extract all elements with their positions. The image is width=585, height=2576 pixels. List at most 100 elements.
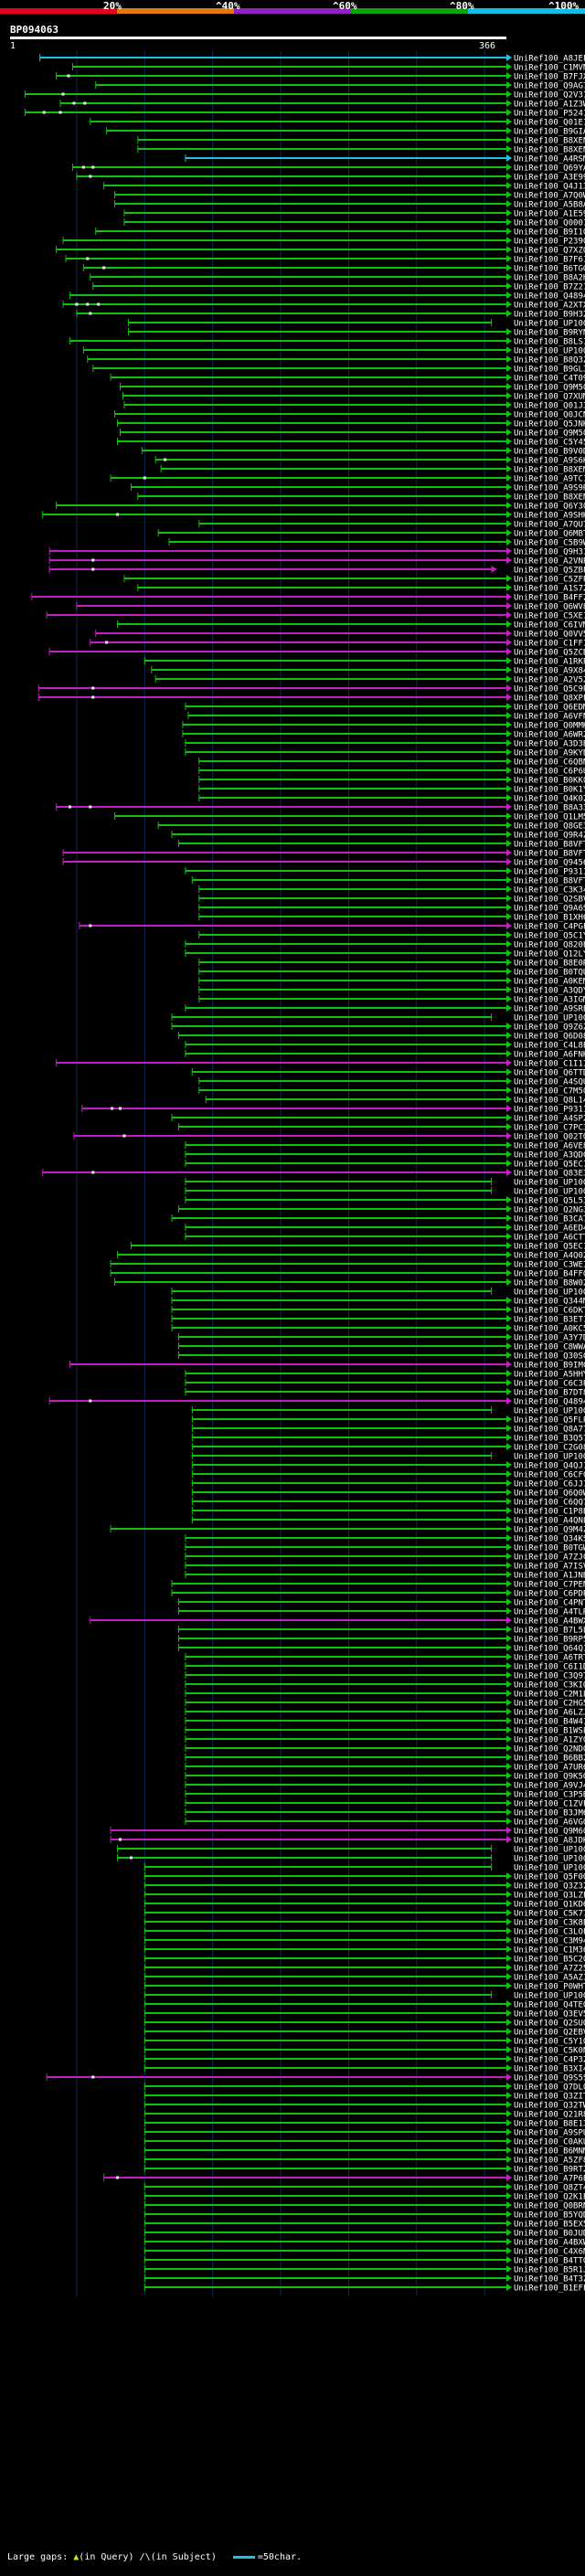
hit-label: UniRef100_C6IVM9 [514, 621, 585, 631]
hit-label: UniRef100_Q9A6S3 [514, 905, 585, 914]
hit-end-arrow [506, 2238, 512, 2245]
hit-label: UniRef100_B9RP59 [514, 1636, 585, 1645]
hit-label: UniRef100_Q9M604 [514, 1828, 585, 1837]
hit-end-arrow [506, 575, 512, 582]
hit-end-arrow [506, 977, 512, 984]
hit-label: UniRef100_Q2K1E3 [514, 2193, 585, 2202]
hit-label: UniRef100_Q5FLP3 [514, 1416, 585, 1426]
hit-end-arrow [506, 538, 512, 546]
hit-end-arrow [506, 1836, 512, 1843]
hit-gap-marker [91, 686, 95, 690]
hit-end-arrow [506, 2165, 512, 2172]
hit-label: UniRef100_Q2SU08 [514, 2019, 585, 2029]
hit-label: UniRef100_Q6WV8 [514, 603, 585, 612]
hit-label: UniRef100_A4BWX9 [514, 1617, 585, 1627]
hit-label: UniRef100_UP1000.. [514, 1855, 585, 1864]
hit-label: UniRef100_C3Q978 [514, 1672, 585, 1681]
hit-label: UniRef100_B8XEN9 [514, 146, 585, 155]
hit-end-arrow [506, 1562, 512, 1569]
hit-end-arrow [506, 1415, 512, 1423]
hit-label: UniRef100_B8XEM7 [514, 466, 585, 475]
hit-end-arrow [506, 127, 512, 134]
hit-label: UniRef100_A9SRE3 [514, 1005, 585, 1014]
hit-label: UniRef100_C6JJ1N [514, 1480, 585, 1489]
hit-label: UniRef100_UP1000.. [514, 320, 585, 329]
hit-end-arrow [506, 1607, 512, 1615]
hit-end-arrow [506, 620, 512, 628]
hit-label: UniRef100_A6ED46 [514, 1224, 585, 1234]
hit-end-arrow [506, 465, 512, 472]
hit-label: UniRef100_B1XH67 [514, 914, 585, 923]
identity-color-scale: 20% ^40% ^60% ^80% ^100% [0, 0, 585, 20]
hit-end-arrow [506, 1352, 512, 1359]
hit-end-arrow [506, 456, 512, 463]
hit-end-arrow [506, 374, 512, 381]
hit-label: UniRef100_B8A2H0 [514, 274, 585, 283]
hit-label: UniRef100_Q9M508 [514, 384, 585, 393]
hit-label: UniRef100_A1E596 [514, 210, 585, 219]
legend-subject-gap-icon: /\ [139, 2552, 151, 2562]
hit-end-arrow [506, 1973, 512, 1980]
hit-label: UniRef100_B8XEN2 [514, 493, 585, 503]
hit-label: UniRef100_UP1000.. [514, 1864, 585, 1873]
hit-end-arrow [506, 1827, 512, 1834]
hit-label: UniRef100_B0K1Y9 [514, 786, 585, 795]
hit-label: UniRef100_A9S6K4 [514, 457, 585, 466]
hit-label: UniRef100_A3IGM2 [514, 996, 585, 1005]
hit-label: UniRef100_A6TRT6 [514, 1654, 585, 1663]
hit-end-arrow [491, 566, 497, 573]
hit-label: UniRef100_A6CTT4 [514, 1234, 585, 1243]
hit-label: UniRef100_Q1LM53 [514, 813, 585, 822]
hit-label: UniRef100_B3JM69 [514, 1809, 585, 1818]
hit-label: UniRef100_B7Z210 [514, 283, 585, 292]
hit-label: UniRef100_Q9K5G6 [514, 1773, 585, 1782]
hit-gap-marker [42, 111, 46, 114]
hit-end-arrow [506, 1799, 512, 1807]
hit-end-arrow [506, 1690, 512, 1697]
hit-label: UniRef100_A7Q0W4 [514, 192, 585, 201]
hit-end-arrow [506, 2092, 512, 2099]
hit-gap-marker [89, 312, 92, 315]
scale-segment-60 [234, 8, 351, 14]
hit-label: UniRef100_C6QBN8 [514, 758, 585, 768]
query-id-label: BP094063 [10, 24, 58, 36]
hit-end-arrow [506, 1306, 512, 1313]
hit-label: UniRef100_B8A330 [514, 804, 585, 813]
hit-end-arrow [506, 1516, 512, 1523]
hit-end-arrow [506, 429, 512, 436]
hit-label: UniRef100_UP1000.. [514, 1014, 585, 1023]
hit-end-arrow [506, 959, 512, 966]
hit-label: UniRef100_Q21R86 [514, 2111, 585, 2120]
hit-label: UniRef100_C2G080 [514, 1444, 585, 1453]
hit-label: UniRef100_A2V521 [514, 676, 585, 685]
hit-label: UniRef100_B6TGG7 [514, 265, 585, 274]
hit-end-arrow [506, 1553, 512, 1560]
hit-label: UniRef100_B7DT82 [514, 1389, 585, 1398]
hit-end-arrow [506, 611, 512, 619]
hit-end-arrow [506, 173, 512, 180]
hit-label: UniRef100_P93118 [514, 1106, 585, 1115]
hit-end-arrow [506, 1196, 512, 1203]
hit-end-arrow [506, 438, 512, 445]
hit-end-arrow [506, 2274, 512, 2282]
hit-end-arrow [506, 2229, 512, 2236]
hit-label: UniRef100_B5YQD4 [514, 2211, 585, 2221]
hit-label: UniRef100_A5AZ18 [514, 1974, 585, 1983]
hit-label: UniRef100_C8WWA2 [514, 1343, 585, 1352]
hit-label: UniRef100_B8VFT7 [514, 877, 585, 886]
hit-end-arrow [506, 1443, 512, 1450]
hit-label: UniRef100_A1RKP7 [514, 658, 585, 667]
hit-label: UniRef100_C6P6U0 [514, 768, 585, 777]
hit-end-arrow [506, 1160, 512, 1167]
hit-label: UniRef100_B7L5L2 [514, 1627, 585, 1636]
hit-end-arrow [506, 520, 512, 527]
hit-label: UniRef100_C3M946 [514, 1937, 585, 1946]
hit-end-arrow [506, 1891, 512, 1898]
hit-end-arrow [506, 703, 512, 710]
hit-end-arrow [506, 328, 512, 335]
legend-query-gap-icon: ▲ [73, 2552, 80, 2562]
hit-end-arrow [506, 2201, 512, 2209]
hit-gap-marker [97, 302, 101, 306]
alignment-hits: UniRef100_A8JEF7UniRef100_C1MVN2UniRef10… [24, 50, 585, 2296]
hit-end-arrow [506, 593, 512, 600]
